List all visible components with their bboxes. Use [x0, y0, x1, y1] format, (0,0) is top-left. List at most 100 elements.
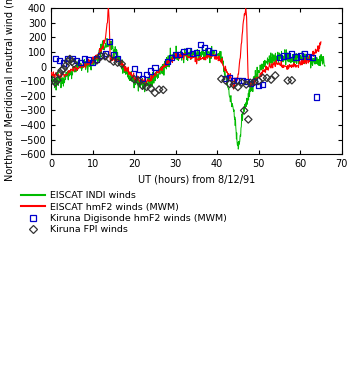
Point: [90, 60, 95, 66]
Point: [140, 75, 145, 81]
Point: [281, 53, 287, 59]
Point: [264, 75, 270, 81]
Point: [131, 77, 137, 82]
Legend: EISCAT INDI winds, EISCAT hmF2 winds (MWM), Kiruna Digisonde hmF2 winds (MWM), K: EISCAT INDI winds, EISCAT hmF2 winds (MW…: [21, 191, 227, 234]
Point: [115, 60, 120, 66]
Point: [177, 51, 183, 57]
Point: [260, 75, 266, 81]
Point: [277, 55, 282, 61]
Point: [252, 78, 257, 84]
Point: [61, 66, 67, 72]
Point: [245, 117, 251, 123]
Point: [185, 48, 191, 54]
Point: [94, 56, 100, 62]
Point: [243, 79, 249, 85]
Point: [247, 81, 253, 86]
Point: [57, 58, 62, 64]
Point: [148, 85, 153, 91]
Point: [106, 56, 112, 61]
Point: [136, 72, 141, 78]
Point: [272, 72, 278, 78]
Point: [268, 77, 274, 82]
Point: [289, 77, 295, 83]
Point: [111, 52, 116, 58]
Point: [50, 78, 56, 84]
Point: [156, 86, 162, 92]
Point: [198, 41, 203, 47]
Point: [148, 68, 153, 74]
Point: [65, 59, 71, 64]
Point: [241, 107, 247, 113]
Point: [289, 51, 295, 57]
Point: [247, 80, 253, 86]
Point: [301, 50, 307, 56]
Point: [239, 78, 245, 84]
Point: [52, 80, 58, 86]
Point: [67, 56, 73, 62]
Point: [314, 94, 320, 100]
Point: [59, 67, 64, 73]
Point: [285, 78, 290, 84]
Point: [86, 56, 92, 62]
Point: [136, 78, 141, 84]
Point: [231, 82, 237, 88]
Point: [256, 78, 262, 84]
Point: [57, 71, 62, 77]
Point: [77, 60, 83, 66]
Y-axis label: Northward Meridional neutral wind (m/s): Northward Meridional neutral wind (m/s): [4, 0, 14, 181]
Point: [223, 77, 228, 83]
Point: [252, 79, 257, 85]
Point: [63, 63, 69, 68]
Point: [144, 71, 150, 77]
Point: [111, 59, 116, 64]
Point: [227, 75, 232, 81]
Point: [206, 48, 212, 54]
Point: [297, 53, 303, 59]
Point: [115, 56, 120, 61]
Point: [235, 84, 241, 90]
Point: [293, 54, 299, 60]
Point: [181, 49, 187, 54]
Point: [285, 53, 290, 59]
Point: [106, 39, 112, 45]
Point: [65, 56, 71, 62]
Point: [82, 56, 87, 62]
Point: [223, 75, 228, 81]
Point: [71, 61, 77, 67]
Point: [69, 59, 75, 65]
Point: [152, 64, 158, 70]
Point: [98, 52, 104, 58]
Point: [61, 60, 67, 66]
Point: [219, 76, 224, 82]
Point: [165, 58, 170, 64]
Point: [227, 81, 232, 87]
Point: [169, 55, 174, 61]
Point: [161, 87, 166, 93]
Point: [69, 56, 75, 62]
Point: [231, 77, 237, 83]
Point: [256, 83, 262, 89]
Point: [310, 54, 315, 60]
Point: [98, 53, 104, 59]
Point: [102, 50, 108, 56]
Point: [173, 52, 178, 57]
Point: [210, 50, 216, 56]
Point: [152, 90, 158, 96]
Point: [73, 57, 79, 63]
Point: [306, 53, 311, 59]
Point: [55, 77, 60, 83]
Point: [131, 66, 137, 71]
Point: [102, 53, 108, 59]
Point: [189, 50, 195, 56]
Point: [94, 57, 100, 63]
Point: [194, 50, 199, 56]
Point: [235, 78, 241, 84]
Point: [202, 45, 208, 51]
Point: [119, 61, 125, 67]
Point: [52, 56, 58, 62]
Point: [243, 82, 249, 88]
X-axis label: UT (hours) from 8/12/91: UT (hours) from 8/12/91: [138, 175, 255, 185]
Point: [140, 83, 145, 89]
Point: [144, 84, 150, 90]
Point: [260, 81, 266, 87]
